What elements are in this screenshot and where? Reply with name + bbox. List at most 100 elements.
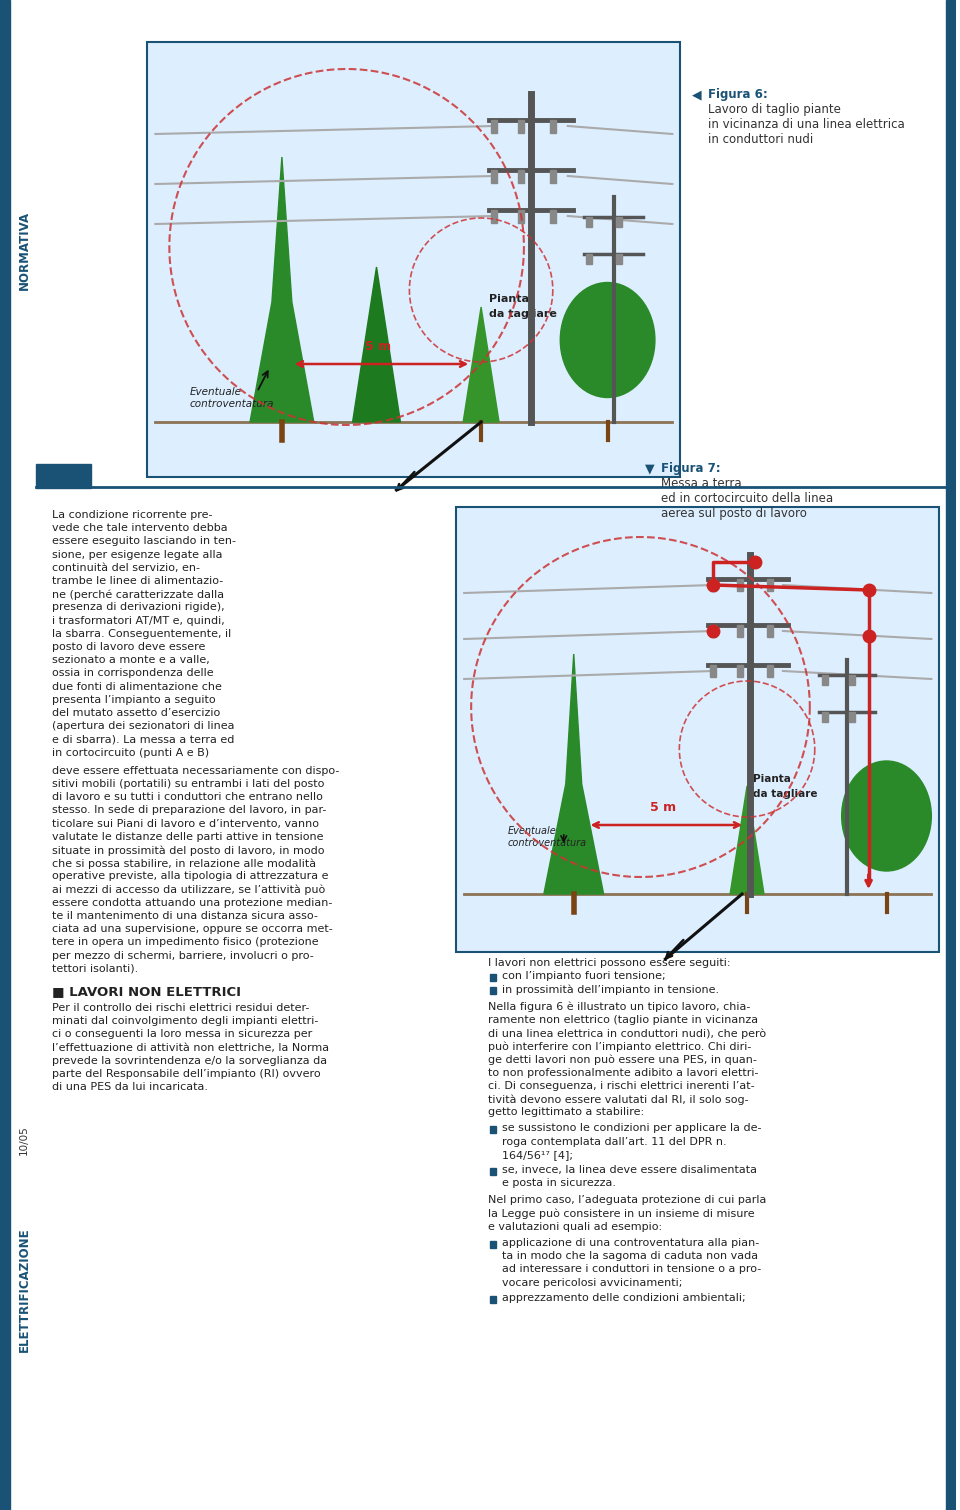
Text: Messa a terra: Messa a terra bbox=[661, 477, 742, 491]
Text: ▼: ▼ bbox=[645, 462, 660, 476]
Text: 164/56¹⁷ [4];: 164/56¹⁷ [4]; bbox=[502, 1149, 573, 1160]
Text: in vicinanza di una linea elettrica: in vicinanza di una linea elettrica bbox=[708, 118, 905, 131]
Text: ai mezzi di accesso da utilizzare, se l’attività può: ai mezzi di accesso da utilizzare, se l’… bbox=[52, 885, 325, 895]
Text: ◀: ◀ bbox=[692, 88, 707, 101]
Bar bbox=[710, 578, 716, 590]
Bar bbox=[767, 664, 773, 676]
Text: e di sbarra). La messa a terra ed: e di sbarra). La messa a terra ed bbox=[52, 734, 234, 744]
Bar bbox=[615, 217, 621, 226]
Text: se, invece, la linea deve essere disalimentata: se, invece, la linea deve essere disalim… bbox=[502, 1166, 757, 1175]
Bar bbox=[767, 625, 773, 637]
Bar bbox=[586, 217, 591, 226]
Text: di una linea elettrica in conduttori nudi), che però: di una linea elettrica in conduttori nud… bbox=[488, 1028, 766, 1039]
Text: essere eseguito lasciando in ten-: essere eseguito lasciando in ten- bbox=[52, 536, 236, 547]
Bar bbox=[550, 119, 556, 133]
Bar bbox=[947, 0, 956, 1510]
Text: presenta l’impianto a seguito: presenta l’impianto a seguito bbox=[52, 695, 215, 705]
Bar bbox=[849, 675, 854, 686]
Bar bbox=[737, 625, 743, 637]
Text: roga contemplata dall’art. 11 del DPR n.: roga contemplata dall’art. 11 del DPR n. bbox=[502, 1137, 727, 1146]
Text: 5 m: 5 m bbox=[366, 340, 392, 353]
Text: sezionato a monte e a valle,: sezionato a monte e a valle, bbox=[52, 655, 209, 666]
Bar bbox=[615, 254, 621, 264]
Polygon shape bbox=[544, 654, 604, 894]
Text: Pianta: Pianta bbox=[489, 294, 529, 304]
Ellipse shape bbox=[561, 282, 655, 397]
Text: se sussistono le condizioni per applicare la de-: se sussistono le condizioni per applicar… bbox=[502, 1123, 761, 1134]
Ellipse shape bbox=[842, 761, 931, 871]
Text: la sbarra. Conseguentemente, il: la sbarra. Conseguentemente, il bbox=[52, 628, 231, 639]
Bar bbox=[490, 1296, 496, 1303]
Text: Pianta: Pianta bbox=[753, 775, 791, 784]
Bar bbox=[550, 210, 556, 223]
Text: per mezzo di schermi, barriere, involucri o pro-: per mezzo di schermi, barriere, involucr… bbox=[52, 951, 314, 960]
Polygon shape bbox=[250, 157, 314, 421]
Text: di lavoro e su tutti i conduttori che entrano nello: di lavoro e su tutti i conduttori che en… bbox=[52, 793, 323, 802]
Text: ramente non elettrico (taglio piante in vicinanza: ramente non elettrico (taglio piante in … bbox=[488, 1015, 758, 1025]
Text: 5 m: 5 m bbox=[650, 800, 677, 814]
Text: di una PES da lui incaricata.: di una PES da lui incaricata. bbox=[52, 1083, 207, 1092]
Bar bbox=[490, 1241, 496, 1247]
Bar bbox=[490, 1126, 496, 1134]
Polygon shape bbox=[731, 787, 764, 894]
Text: applicazione di una controventatura alla pian-: applicazione di una controventatura alla… bbox=[502, 1238, 759, 1247]
Text: apprezzamento delle condizioni ambientali;: apprezzamento delle condizioni ambiental… bbox=[502, 1293, 746, 1303]
Text: Figura 6:: Figura 6: bbox=[708, 88, 768, 101]
Text: ci. Di conseguenza, i rischi elettrici inerenti l’at-: ci. Di conseguenza, i rischi elettrici i… bbox=[488, 1081, 755, 1090]
Text: essere condotta attuando una protezione median-: essere condotta attuando una protezione … bbox=[52, 898, 332, 908]
Text: del mutato assetto d’esercizio: del mutato assetto d’esercizio bbox=[52, 708, 220, 717]
Text: sitivi mobili (portatili) su entrambi i lati del posto: sitivi mobili (portatili) su entrambi i … bbox=[52, 779, 324, 790]
Bar bbox=[490, 974, 496, 982]
Text: ■ LAVORI NON ELETTRICI: ■ LAVORI NON ELETTRICI bbox=[52, 985, 241, 998]
Text: minati dal coinvolgimento degli impianti elettri-: minati dal coinvolgimento degli impianti… bbox=[52, 1016, 318, 1027]
Text: operative previste, alla tipologia di attrezzatura e: operative previste, alla tipologia di at… bbox=[52, 871, 328, 882]
Text: la Legge può consistere in un insieme di misure: la Legge può consistere in un insieme di… bbox=[488, 1208, 755, 1219]
Text: con l’impianto fuori tensione;: con l’impianto fuori tensione; bbox=[502, 971, 665, 982]
Text: ci o conseguenti la loro messa in sicurezza per: ci o conseguenti la loro messa in sicure… bbox=[52, 1030, 312, 1039]
Bar bbox=[490, 988, 496, 995]
Text: due fonti di alimentazione che: due fonti di alimentazione che bbox=[52, 681, 222, 692]
Text: l’effettuazione di attività non elettriche, la Norma: l’effettuazione di attività non elettric… bbox=[52, 1042, 329, 1052]
Text: ta in modo che la sagoma di caduta non vada: ta in modo che la sagoma di caduta non v… bbox=[502, 1252, 758, 1261]
Text: continuità del servizio, en-: continuità del servizio, en- bbox=[52, 563, 200, 572]
Text: deve essere effettuata necessariamente con dispo-: deve essere effettuata necessariamente c… bbox=[52, 766, 339, 776]
Bar bbox=[822, 713, 828, 722]
Text: in prossimità dell’impianto in tensione.: in prossimità dell’impianto in tensione. bbox=[502, 985, 719, 995]
Text: vocare pericolosi avvicinamenti;: vocare pericolosi avvicinamenti; bbox=[502, 1277, 683, 1288]
Text: prevede la sovrintendenza e/o la sorveglianza da: prevede la sovrintendenza e/o la sorvegl… bbox=[52, 1055, 327, 1066]
Text: ossia in corrispondenza delle: ossia in corrispondenza delle bbox=[52, 669, 213, 678]
Text: che si possa stabilire, in relazione alle modalità: che si possa stabilire, in relazione all… bbox=[52, 858, 316, 868]
Text: aerea sul posto di lavoro: aerea sul posto di lavoro bbox=[661, 507, 807, 519]
Text: da tagliare: da tagliare bbox=[753, 790, 818, 799]
Text: ed in cortocircuito della linea: ed in cortocircuito della linea bbox=[661, 492, 833, 504]
Text: e valutazioni quali ad esempio:: e valutazioni quali ad esempio: bbox=[488, 1222, 662, 1232]
Text: Per il controllo dei rischi elettrici residui deter-: Per il controllo dei rischi elettrici re… bbox=[52, 1003, 309, 1013]
Text: posto di lavoro deve essere: posto di lavoro deve essere bbox=[52, 642, 205, 652]
Bar bbox=[456, 507, 939, 951]
Bar bbox=[518, 171, 524, 183]
Text: da tagliare: da tagliare bbox=[489, 310, 557, 319]
Text: (apertura dei sezionatori di linea: (apertura dei sezionatori di linea bbox=[52, 722, 234, 731]
Text: ticolare sui Piani di lavoro e d’intervento, vanno: ticolare sui Piani di lavoro e d’interve… bbox=[52, 818, 319, 829]
Text: sione, per esigenze legate alla: sione, per esigenze legate alla bbox=[52, 550, 223, 560]
Bar bbox=[490, 1169, 496, 1175]
Bar bbox=[148, 42, 681, 477]
Text: NORMATIVA: NORMATIVA bbox=[17, 210, 31, 290]
Text: La condizione ricorrente pre-: La condizione ricorrente pre- bbox=[52, 510, 212, 519]
Bar bbox=[710, 625, 716, 637]
Text: Nel primo caso, l’adeguata protezione di cui parla: Nel primo caso, l’adeguata protezione di… bbox=[488, 1196, 766, 1205]
Bar bbox=[36, 464, 90, 488]
Text: stesso. In sede di preparazione del lavoro, in par-: stesso. In sede di preparazione del lavo… bbox=[52, 805, 326, 815]
Text: getto legittimato a stabilire:: getto legittimato a stabilire: bbox=[488, 1107, 644, 1117]
Text: Eventuale
controventatura: Eventuale controventatura bbox=[189, 387, 274, 409]
Text: in cortocircuito (punti A e B): in cortocircuito (punti A e B) bbox=[52, 747, 209, 758]
Bar bbox=[550, 171, 556, 183]
Text: in conduttori nudi: in conduttori nudi bbox=[708, 133, 813, 146]
Text: tività devono essere valutati dal RI, il solo sog-: tività devono essere valutati dal RI, il… bbox=[488, 1095, 749, 1104]
Bar bbox=[737, 664, 743, 676]
Text: tettori isolanti).: tettori isolanti). bbox=[52, 963, 138, 974]
Text: può interferire con l’impianto elettrico. Chi diri-: può interferire con l’impianto elettrico… bbox=[488, 1042, 752, 1051]
Text: valutate le distanze delle parti attive in tensione: valutate le distanze delle parti attive … bbox=[52, 832, 324, 841]
Text: tere in opera un impedimento fisico (protezione: tere in opera un impedimento fisico (pro… bbox=[52, 938, 319, 947]
Text: vede che tale intervento debba: vede che tale intervento debba bbox=[52, 522, 228, 533]
